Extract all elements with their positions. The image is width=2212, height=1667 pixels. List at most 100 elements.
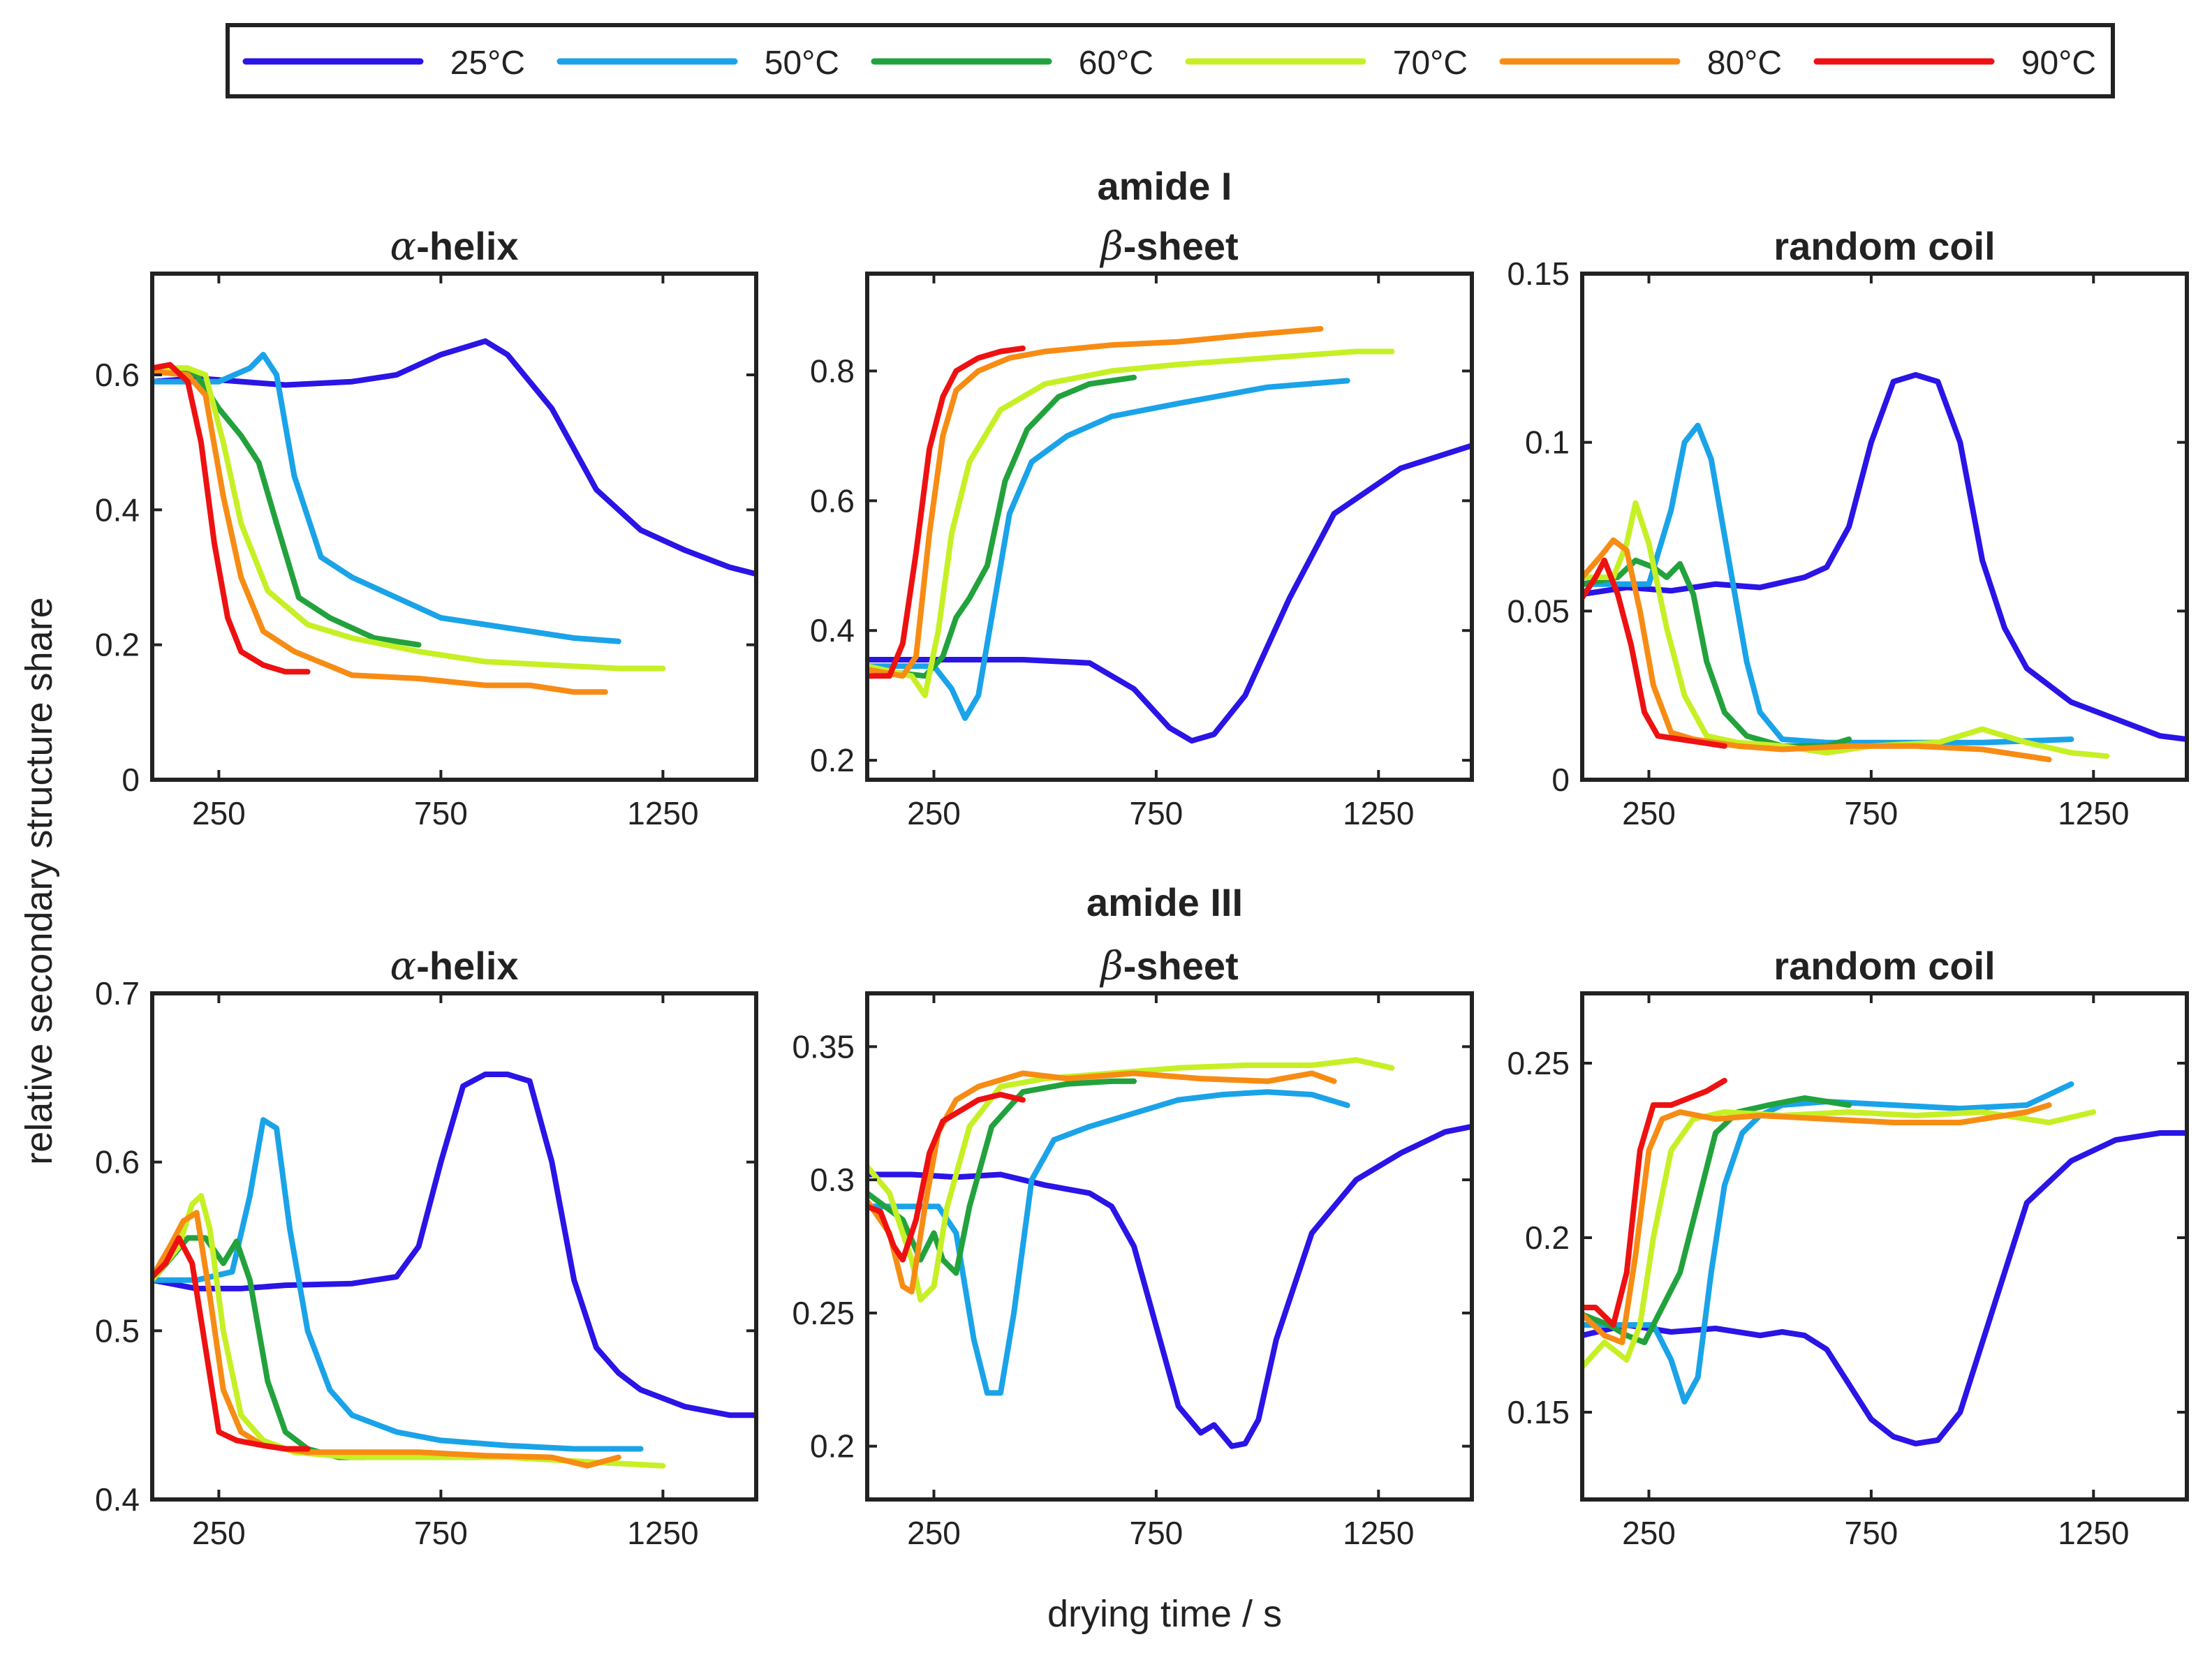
axes-frame bbox=[150, 991, 758, 1502]
series-line-80c bbox=[1582, 537, 2052, 762]
axes-frame bbox=[865, 272, 1474, 782]
x-tick-label: 750 bbox=[1845, 795, 1898, 831]
y-tick-label: 0.4 bbox=[95, 1481, 140, 1518]
y-tick-label: 0.4 bbox=[810, 612, 855, 649]
x-tick-label: 1250 bbox=[627, 1515, 698, 1551]
x-tick-label: 1250 bbox=[627, 795, 698, 831]
series-line-80c bbox=[1582, 1102, 2052, 1345]
series-line-80c bbox=[867, 1070, 1337, 1295]
x-tick-label: 250 bbox=[192, 795, 246, 831]
y-tick-label: 0.2 bbox=[810, 1428, 855, 1465]
y-tick-label: 0 bbox=[121, 762, 140, 798]
series-line-50c bbox=[1582, 422, 2074, 746]
series-line-90c bbox=[867, 1092, 1026, 1263]
series-group bbox=[867, 326, 1472, 744]
x-tick-label: 750 bbox=[1130, 795, 1184, 831]
x-tick-label: 750 bbox=[414, 795, 468, 831]
series-line-90c bbox=[1582, 1078, 1727, 1328]
panel-1: 250 750 1250 0 0.2 0.4 0.6 α-helix bbox=[95, 224, 758, 831]
x-axis-label: drying time / s bbox=[1047, 1593, 1282, 1635]
panel-title-text: -sheet bbox=[1123, 944, 1239, 988]
x-tick-label: 1250 bbox=[1343, 795, 1414, 831]
series-line-25c bbox=[152, 1072, 756, 1418]
series-line-50c bbox=[152, 352, 621, 644]
series-group bbox=[1582, 1078, 2187, 1446]
panel-title-text: random coil bbox=[1774, 944, 1995, 988]
y-tick-label: 0.2 bbox=[810, 742, 855, 778]
panel-title-symbol: α bbox=[390, 224, 416, 269]
series-group bbox=[867, 1057, 1472, 1449]
y-tick-label: 0.8 bbox=[810, 353, 855, 389]
legend-label-3: 60°C bbox=[1079, 45, 1153, 82]
y-axis-label: relative secondary structure share bbox=[18, 597, 60, 1164]
y-tick-label: 0.15 bbox=[1507, 1394, 1570, 1430]
series-group bbox=[1582, 372, 2187, 762]
y-tick-label: 0.25 bbox=[1507, 1045, 1570, 1081]
group-title-amide-iii: amide III bbox=[1086, 880, 1243, 924]
group-title-amide-i: amide I bbox=[1098, 164, 1232, 208]
series-line-25c bbox=[1582, 1130, 2187, 1446]
series-line-50c bbox=[867, 1089, 1350, 1396]
panel-title: α-helix bbox=[390, 944, 518, 989]
legend-label-4: 70°C bbox=[1393, 45, 1468, 82]
x-tick-label: 750 bbox=[414, 1515, 468, 1551]
x-tick-label: 250 bbox=[1622, 1515, 1676, 1551]
axes-frame bbox=[150, 272, 758, 782]
panel-title: β-sheet bbox=[1099, 944, 1238, 989]
y-tick-label: 0.7 bbox=[95, 975, 140, 1012]
y-tick-label: 0.1 bbox=[1525, 424, 1570, 461]
panel-6: 250 750 1250 0.15 0.2 0.25 random coil bbox=[1507, 944, 2189, 1551]
panel-title-symbol: β bbox=[1099, 944, 1123, 989]
y-tick-label: 0.2 bbox=[1525, 1220, 1570, 1256]
legend-box bbox=[226, 23, 2115, 98]
y-tick-label: 0.4 bbox=[95, 491, 140, 528]
y-tick-label: 0.35 bbox=[792, 1028, 855, 1065]
x-tick-label: 250 bbox=[907, 795, 961, 831]
legend-label-5: 80°C bbox=[1707, 45, 1782, 82]
series-line-90c bbox=[152, 362, 311, 675]
series-line-25c bbox=[152, 338, 756, 577]
series-line-70c bbox=[1582, 500, 2110, 760]
y-tick-label: 0.6 bbox=[95, 1144, 140, 1180]
axes-frame bbox=[865, 991, 1474, 1502]
series-line-80c bbox=[867, 326, 1324, 679]
series-line-70c bbox=[152, 365, 666, 672]
panel-title-symbol: β bbox=[1099, 224, 1123, 269]
series-group bbox=[152, 1072, 756, 1469]
panel-title: β-sheet bbox=[1099, 224, 1238, 269]
series-line-60c bbox=[867, 374, 1137, 679]
series-line-70c bbox=[867, 348, 1395, 699]
legend: 25°C 50°C 60°C 70°C 80°C 90°C bbox=[226, 23, 2115, 98]
x-tick-label: 750 bbox=[1130, 1515, 1184, 1551]
panel-title: random coil bbox=[1774, 944, 1995, 988]
y-tick-label: 0.3 bbox=[810, 1162, 855, 1198]
series-line-25c bbox=[867, 443, 1472, 744]
panel-title-text: -sheet bbox=[1123, 224, 1239, 268]
panel-2: 250 750 1250 0.2 0.4 0.6 0.8 β-sheet bbox=[810, 224, 1474, 831]
panel-3: 250 750 1250 0 0.05 0.1 0.15 random coil bbox=[1507, 224, 2189, 831]
series-group bbox=[152, 338, 756, 695]
x-tick-label: 250 bbox=[1622, 795, 1676, 831]
panel-5: 250 750 1250 0.2 0.25 0.3 0.35 β-sheet bbox=[792, 944, 1474, 1551]
series-line-90c bbox=[1582, 557, 1727, 749]
x-tick-label: 1250 bbox=[2058, 795, 2129, 831]
legend-label-6: 90°C bbox=[2021, 45, 2096, 82]
series-line-25c bbox=[1582, 372, 2187, 742]
panel-title-symbol: α bbox=[390, 944, 416, 989]
series-line-25c bbox=[867, 1123, 1472, 1449]
legend-label-1: 25°C bbox=[450, 45, 525, 82]
y-tick-label: 0.6 bbox=[95, 357, 140, 393]
legend-label-2: 50°C bbox=[765, 45, 839, 82]
y-tick-label: 0.15 bbox=[1507, 255, 1570, 292]
y-tick-label: 0 bbox=[1551, 762, 1570, 798]
series-line-50c bbox=[867, 378, 1350, 721]
x-tick-label: 1250 bbox=[2058, 1515, 2129, 1551]
x-tick-label: 250 bbox=[192, 1515, 246, 1551]
x-tick-label: 250 bbox=[907, 1515, 961, 1551]
panel-title-text: -helix bbox=[416, 944, 518, 988]
y-tick-label: 0.25 bbox=[792, 1295, 855, 1331]
series-line-80c bbox=[152, 369, 608, 695]
